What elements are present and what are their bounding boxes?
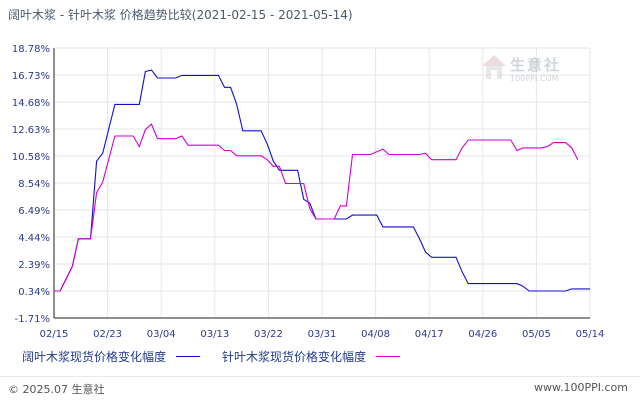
watermark-logo: 生意社 100PPI.COM xyxy=(480,52,580,92)
house-icon xyxy=(482,55,506,79)
x-tick-label: 04/17 xyxy=(415,329,444,340)
legend-swatch-hardwood xyxy=(176,356,201,357)
watermark-url: 100PPI.COM xyxy=(510,74,559,83)
series-layer xyxy=(54,69,590,292)
x-tick-label: 05/14 xyxy=(576,329,605,340)
y-tick-label: 4.44% xyxy=(18,233,50,244)
series-line-hardwood xyxy=(54,69,590,292)
legend: 阔叶木浆现货价格变化幅度 针叶木浆现货价格变化幅度 xyxy=(22,348,422,365)
x-tick-label: 05/05 xyxy=(522,329,551,340)
x-tick-label: 03/31 xyxy=(308,329,337,340)
x-tick-label: 04/08 xyxy=(361,329,390,340)
site-link[interactable]: www.100PPI.com xyxy=(534,381,628,394)
y-tick-label: 12.63% xyxy=(12,125,50,136)
y-tick-label: -1.71% xyxy=(15,314,50,325)
axis-layer: 18.78% 16.73% 14.68% 12.63% 10.58% 8.54% 6.49%… xyxy=(12,44,605,340)
legend-swatch-softwood xyxy=(376,356,401,357)
copyright-text: © 2025.07 生意社 xyxy=(8,383,105,396)
x-tick-label: 03/04 xyxy=(147,329,176,340)
x-tick-label: 03/13 xyxy=(200,329,229,340)
y-tick-label: 16.73% xyxy=(12,71,50,82)
y-tick-label: 0.34% xyxy=(18,287,50,298)
series-line-softwood xyxy=(54,123,579,292)
y-tick-label: 6.49% xyxy=(18,206,50,217)
x-tick-label: 03/22 xyxy=(254,329,283,340)
x-tick-label: 04/26 xyxy=(468,329,497,340)
x-tick-label: 02/23 xyxy=(93,329,122,340)
y-tick-label: 10.58% xyxy=(12,152,50,163)
chart-title: 阔叶木浆 - 针叶木浆 价格趋势比较(2021-02-15 - 2021-05-… xyxy=(8,8,353,22)
y-tick-label: 8.54% xyxy=(18,179,50,190)
x-tick-label: 02/15 xyxy=(40,329,69,340)
legend-item-softwood: 针叶木浆现货价格变化幅度 xyxy=(222,348,401,365)
legend-label-softwood: 针叶木浆现货价格变化幅度 xyxy=(222,350,367,364)
y-tick-label: 14.68% xyxy=(12,98,50,109)
legend-item-hardwood: 阔叶木浆现货价格变化幅度 xyxy=(22,348,201,365)
legend-label-hardwood: 阔叶木浆现货价格变化幅度 xyxy=(22,350,167,364)
y-tick-label: 2.39% xyxy=(18,260,50,271)
watermark-name: 生意社 xyxy=(510,56,562,74)
footer: © 2025.07 生意社 www.100PPI.com xyxy=(0,376,640,401)
y-tick-label: 18.78% xyxy=(12,44,50,55)
